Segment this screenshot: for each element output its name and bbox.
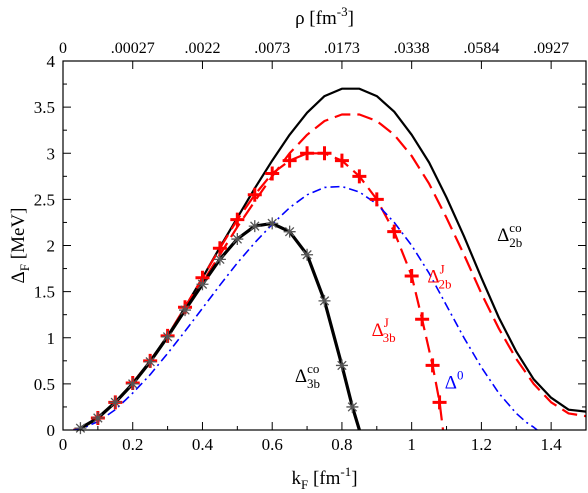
marker-layer bbox=[74, 146, 447, 435]
series-line-d2b_co bbox=[73, 87, 586, 430]
marker-plus bbox=[212, 241, 227, 256]
y-tick-label: 1.5 bbox=[34, 283, 55, 302]
tick-layer: 0 0.2 0.4 0.6 0.8 1 1.2 1.400.511.522.533.540.0… bbox=[34, 40, 587, 454]
marker-plus bbox=[317, 146, 332, 161]
label-layer: Δco 2b ΔJ 2b ΔJ 3b Δ0 Δco 3b bbox=[295, 220, 522, 394]
plot-frame bbox=[62, 60, 587, 431]
marker-plus bbox=[415, 312, 430, 327]
marker-plus bbox=[300, 146, 315, 161]
top-tick-label: .0584 bbox=[463, 40, 499, 57]
series-line-d2b_j bbox=[73, 113, 586, 430]
marker-plus bbox=[425, 358, 440, 373]
y-axis-label: ΔF [MeV] bbox=[8, 208, 32, 284]
marker-star bbox=[179, 304, 192, 317]
top-tick-label: 0 bbox=[59, 40, 67, 57]
x-tick-label: 0.8 bbox=[331, 435, 352, 454]
y-tick-label: 2 bbox=[47, 237, 56, 256]
marker-plus bbox=[265, 166, 280, 181]
marker-star bbox=[231, 233, 244, 246]
marker-plus bbox=[432, 395, 447, 410]
marker-star bbox=[248, 220, 261, 233]
top-tick-label: .0022 bbox=[184, 40, 220, 57]
y-tick-label: 1 bbox=[47, 329, 56, 348]
marker-plus bbox=[230, 212, 245, 227]
y-tick-label: 4 bbox=[47, 52, 56, 71]
marker-star bbox=[266, 217, 279, 230]
series-line-d0 bbox=[73, 185, 538, 430]
top-tick-label: .0927 bbox=[533, 40, 569, 57]
marker-star bbox=[196, 278, 209, 291]
y-tick-label: 0.5 bbox=[34, 375, 55, 394]
marker-plus bbox=[369, 192, 384, 207]
x-tick-label: 0.4 bbox=[192, 435, 214, 454]
marker-star bbox=[301, 248, 314, 261]
top-axis-label: ρ [fm-3] bbox=[295, 4, 354, 29]
x-tick-label: 1 bbox=[407, 435, 416, 454]
marker-star bbox=[318, 294, 331, 307]
marker-star bbox=[74, 422, 87, 435]
curve-label-d3b_j_label: ΔJ 3b bbox=[372, 315, 396, 345]
marker-star bbox=[283, 225, 296, 238]
series-layer bbox=[73, 87, 586, 430]
marker-plus bbox=[352, 169, 367, 184]
curve-label-d2b_j_label: ΔJ 2b bbox=[427, 261, 451, 291]
top-tick-label: .00027 bbox=[111, 40, 155, 57]
curve-label-d0_label: Δ0 bbox=[445, 367, 464, 393]
marker-star bbox=[335, 359, 348, 372]
marker-star bbox=[126, 377, 139, 390]
top-tick-label: .0338 bbox=[394, 40, 430, 57]
marker-star bbox=[346, 400, 359, 413]
marker-star bbox=[213, 253, 226, 266]
marker-plus bbox=[404, 268, 419, 283]
x-tick-label: 0.6 bbox=[262, 435, 283, 454]
marker-star bbox=[91, 412, 104, 425]
marker-plus bbox=[334, 153, 349, 168]
curve-label-d3b_co_label: Δco 3b bbox=[295, 361, 320, 391]
x-axis-label: kF [fm-1] bbox=[291, 464, 357, 492]
y-tick-label: 3 bbox=[47, 144, 56, 163]
y-tick-label: 0 bbox=[47, 421, 56, 440]
x-tick-label: 0.2 bbox=[122, 435, 143, 454]
x-tick-label: 1.2 bbox=[471, 435, 492, 454]
x-tick-label: 1.4 bbox=[541, 435, 563, 454]
marker-star bbox=[161, 330, 174, 343]
y-tick-label: 3.5 bbox=[34, 98, 55, 117]
marker-star bbox=[109, 396, 122, 409]
marker-plus bbox=[282, 153, 297, 168]
x-tick-label: 0 bbox=[59, 435, 68, 454]
y-tick-label: 2.5 bbox=[34, 190, 55, 209]
curve-label-d2b_co_label: Δco 2b bbox=[497, 220, 522, 250]
marker-plus bbox=[387, 224, 402, 239]
top-tick-label: .0073 bbox=[254, 40, 290, 57]
marker-plus bbox=[247, 187, 262, 202]
top-tick-label: .0173 bbox=[324, 40, 360, 57]
marker-star bbox=[144, 355, 157, 368]
